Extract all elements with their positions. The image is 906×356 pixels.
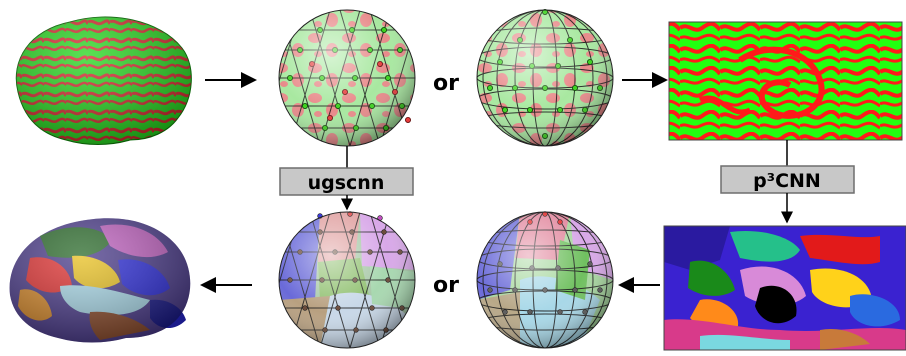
p3cnn-box: p³CNN — [720, 165, 855, 194]
ugscnn-label: ugscnn — [308, 172, 385, 194]
brain-curvature-image — [15, 16, 192, 145]
icosahedral-sphere-curvature — [278, 9, 416, 147]
brain-parcellation-image — [9, 218, 191, 343]
ugscnn-box: ugscnn — [279, 167, 414, 196]
or-label-top: or — [433, 71, 459, 96]
or-label-bottom: or — [433, 273, 459, 298]
equirect-curvature-map — [668, 21, 903, 141]
equirect-segmentation-map — [663, 225, 906, 351]
p3cnn-label: p³CNN — [753, 170, 821, 192]
uv-sphere-segmentation — [476, 211, 614, 349]
icosahedral-sphere-segmentation — [278, 211, 416, 349]
uv-sphere-curvature — [476, 8, 614, 147]
